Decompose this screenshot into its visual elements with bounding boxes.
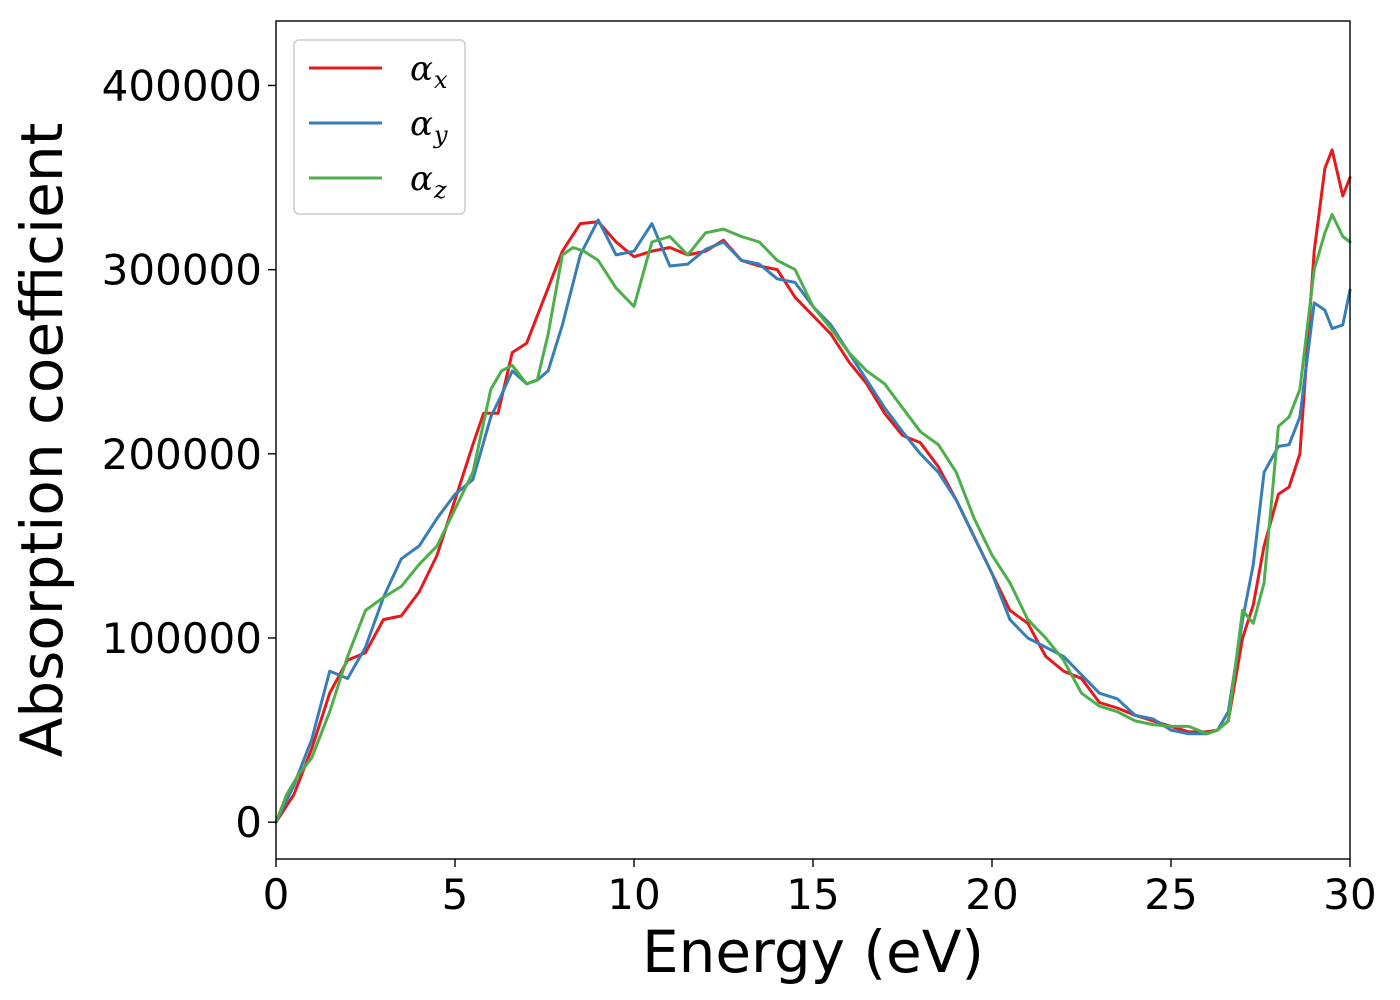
x-axis-title: Energy (eV) (642, 918, 984, 986)
x-tick-label: 15 (786, 870, 839, 919)
legend-label-subscript: z (433, 176, 447, 204)
y-axis-title: Absorption coefficient (8, 123, 76, 758)
y-tick-label: 100000 (102, 614, 262, 663)
x-tick-label: 25 (1144, 870, 1197, 919)
x-tick-label: 10 (607, 870, 660, 919)
series-layer (274, 148, 1352, 824)
y-tick-label: 300000 (102, 246, 262, 295)
x-axis-ticks: 0 5 10 15 20 25 30 (263, 859, 1377, 919)
x-tick-label: 30 (1323, 870, 1376, 919)
y-tick-label: 400000 (102, 61, 262, 110)
legend-label-symbol: α (410, 104, 433, 144)
legend-label-symbol: α (410, 159, 433, 199)
y-tick-label: 200000 (102, 430, 262, 479)
y-axis-ticks: 0 100000 200000 300000 400000 (102, 61, 276, 847)
x-tick-label: 20 (965, 870, 1018, 919)
legend-label-alpha-z: αz (410, 159, 447, 204)
legend-label-symbol: α (410, 49, 433, 89)
legend-label-alpha-y: αy (410, 104, 448, 149)
legend-label-subscript: x (434, 66, 448, 94)
legend-label-alpha-x: αx (410, 49, 448, 94)
series-line-alpha-z (274, 212, 1352, 824)
x-tick-label: 0 (263, 870, 290, 919)
y-tick-label: 0 (235, 798, 262, 847)
x-tick-label: 5 (442, 870, 469, 919)
legend-label-subscript: y (433, 121, 448, 149)
legend-box (293, 39, 466, 215)
